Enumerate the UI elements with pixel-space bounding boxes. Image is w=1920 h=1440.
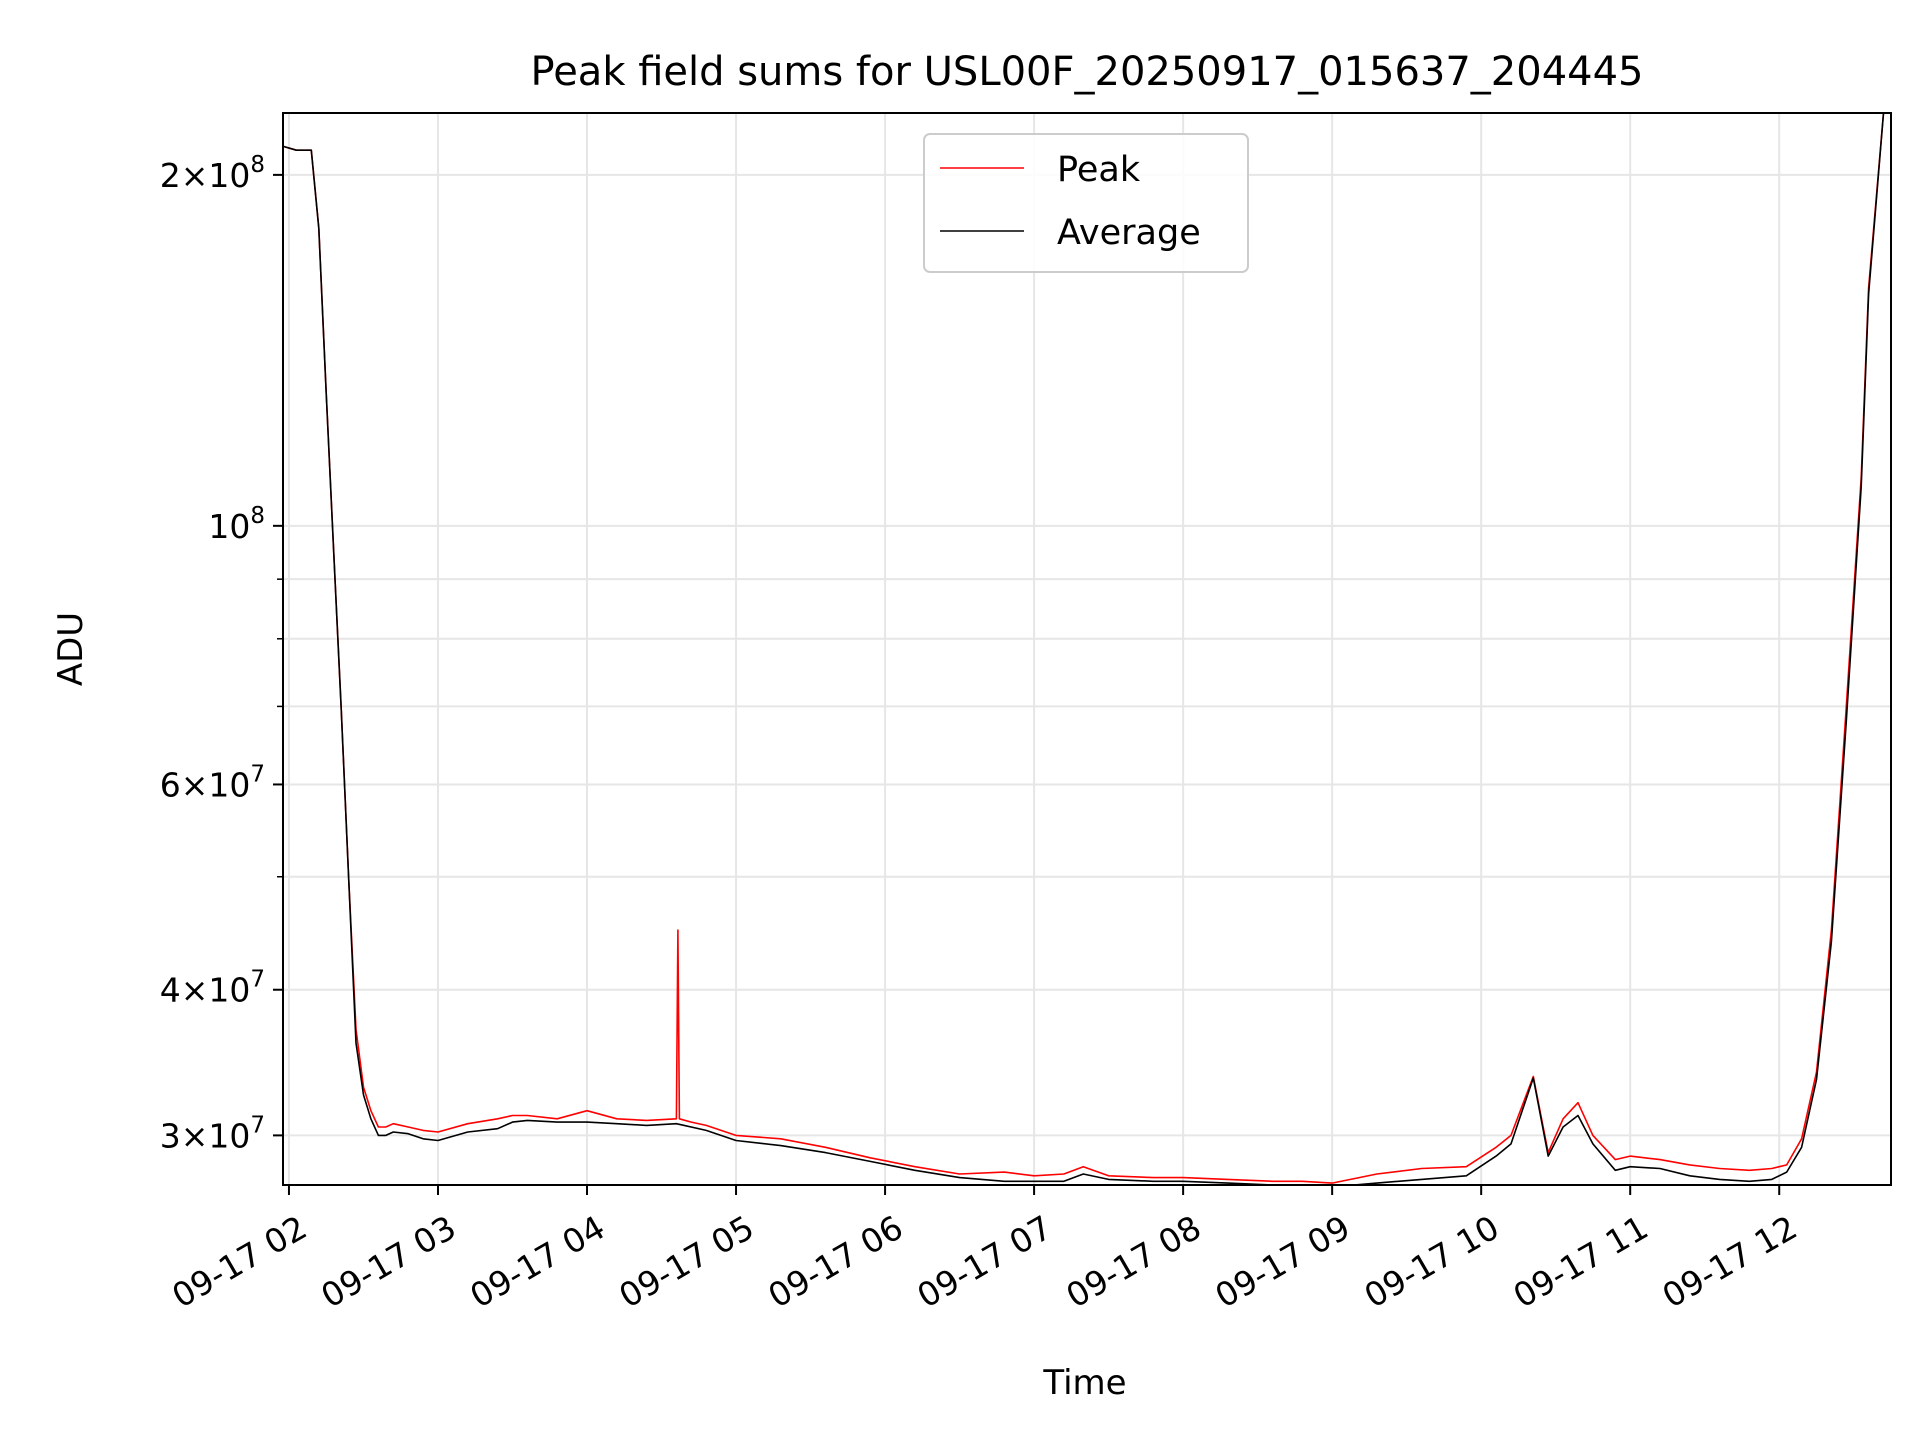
y-tick-base: 10 bbox=[208, 1116, 250, 1155]
plot-frame bbox=[282, 112, 1892, 1186]
y-tick-label: 108 bbox=[208, 503, 265, 546]
x-axis-label: Time bbox=[1042, 1363, 1126, 1403]
series-line-peak bbox=[283, 113, 1885, 1184]
y-tick-exponent: 8 bbox=[250, 152, 265, 178]
y-tick-base: 10 bbox=[208, 156, 250, 195]
y-tick-mantissa: 2 bbox=[160, 156, 181, 195]
legend: Peak Average bbox=[923, 133, 1249, 273]
grid-lines bbox=[283, 113, 1891, 1185]
y-tick-exponent: 7 bbox=[250, 761, 265, 787]
y-tick-mantissa: 4 bbox=[160, 971, 181, 1010]
y-tick-base: 10 bbox=[208, 765, 250, 804]
y-tick-times-sign: × bbox=[181, 971, 209, 1010]
y-tick-times-sign: × bbox=[181, 1116, 209, 1155]
legend-peak-label: Peak bbox=[1057, 150, 1141, 190]
y-tick-exponent: 7 bbox=[250, 1112, 265, 1138]
series-line-average bbox=[283, 113, 1885, 1185]
y-axis-label: ADU bbox=[51, 612, 91, 686]
y-tick-base: 10 bbox=[208, 971, 250, 1010]
y-tick-label: 6×107 bbox=[160, 761, 265, 804]
y-tick-label: 3×107 bbox=[160, 1112, 265, 1155]
legend-average-label: Average bbox=[1057, 213, 1201, 253]
y-tick-mantissa: 3 bbox=[160, 1116, 181, 1155]
series-layer bbox=[283, 113, 1885, 1185]
y-tick-base: 10 bbox=[208, 507, 250, 546]
y-tick-mantissa: 6 bbox=[160, 765, 181, 804]
y-tick-label: 4×107 bbox=[160, 967, 265, 1010]
chart-title: Peak field sums for USL00F_20250917_0156… bbox=[531, 49, 1644, 95]
y-tick-exponent: 8 bbox=[250, 503, 265, 529]
y-tick-times-sign: × bbox=[181, 156, 209, 195]
y-tick-label: 2×108 bbox=[160, 152, 265, 195]
y-tick-times-sign: × bbox=[181, 765, 209, 804]
y-tick-exponent: 7 bbox=[250, 967, 265, 993]
